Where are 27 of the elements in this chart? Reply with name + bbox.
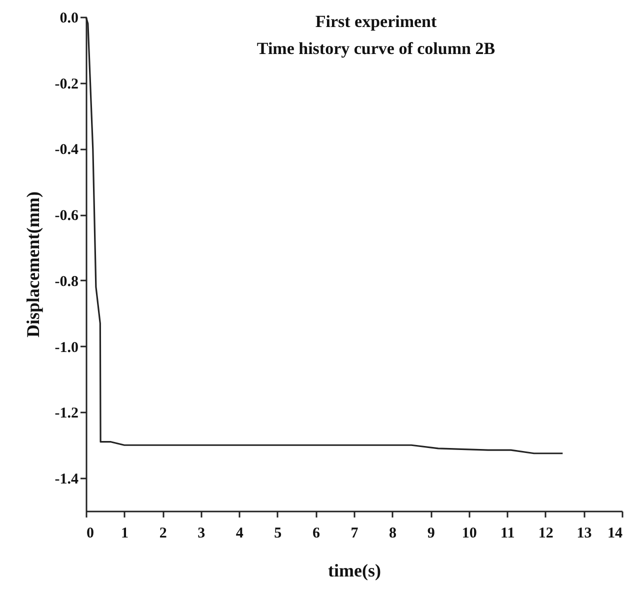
x-tick-label: 2 — [159, 526, 167, 542]
x-tick-label: 4 — [236, 526, 244, 542]
x-tick-label: 1 — [121, 526, 129, 542]
x-tick-label: 10 — [462, 526, 477, 542]
x-tick-label: 7 — [350, 526, 359, 542]
y-tick-label: 0.0 — [60, 10, 78, 26]
y-tick-label: -0.4 — [54, 142, 79, 158]
x-tick-label: 6 — [312, 526, 320, 542]
x-tick-label: 9 — [427, 526, 435, 542]
y-tick-label: -0.6 — [54, 208, 79, 224]
text: Time history curve of column 2B — [256, 39, 496, 58]
x-axis-title: time(s) — [328, 560, 381, 580]
y-axis-title: Displacement(mm) — [22, 192, 43, 338]
x-tick-label: 3 — [198, 526, 206, 542]
y-tick-label: -1.4 — [54, 472, 79, 488]
y-tick-label: -1.2 — [54, 406, 78, 422]
chart-title: First experiment — [315, 12, 437, 31]
x-tick-label: 14 — [608, 526, 623, 542]
y-tick-label: -0.8 — [54, 274, 78, 290]
x-tick-label: 13 — [576, 526, 592, 542]
x-tick-label: 12 — [538, 526, 554, 542]
x-tick-label: 0 — [86, 526, 94, 542]
y-tick-label: -0.2 — [54, 76, 78, 92]
x-tick-label: 11 — [500, 526, 515, 542]
x-tick-label: 8 — [389, 526, 397, 542]
x-tick-label: 5 — [274, 526, 282, 542]
y-tick-label: -1.0 — [54, 340, 78, 356]
